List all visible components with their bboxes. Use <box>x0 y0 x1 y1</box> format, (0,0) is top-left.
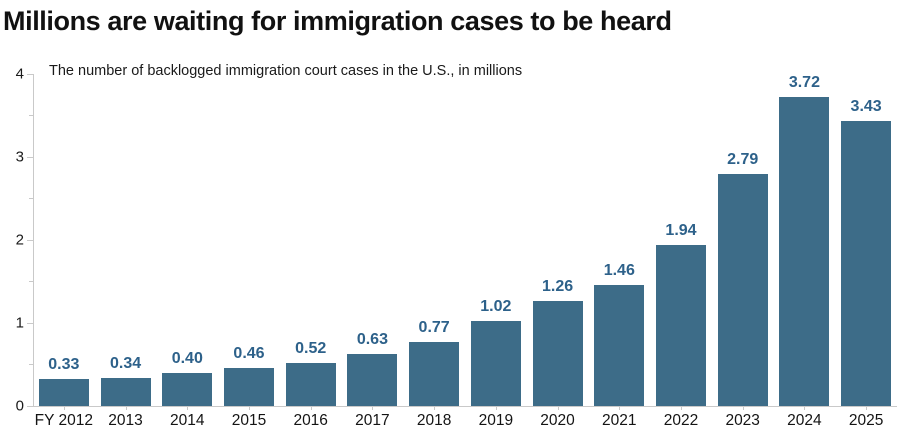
x-axis-label: FY 2012 <box>34 412 94 429</box>
bar <box>779 97 830 406</box>
y-tick-major <box>27 322 33 324</box>
bar-slot: 0.52 2016 <box>280 74 342 428</box>
y-tick-major <box>27 239 33 241</box>
bar <box>532 301 583 406</box>
bar-slot: 0.46 2015 <box>218 74 280 428</box>
y-tick-major <box>27 156 33 158</box>
y-tick-label: 3 <box>15 148 24 166</box>
bar-slot: 3.72 2024 <box>774 74 836 428</box>
bar-slot: 0.34 2013 <box>95 74 157 428</box>
y-tick-label: 1 <box>15 314 24 332</box>
bar <box>38 378 89 406</box>
bar-slot: 0.40 2014 <box>156 74 218 428</box>
x-tick <box>434 406 436 410</box>
bar-slot: 1.02 2019 <box>465 74 527 428</box>
bar-value-label: 2.79 <box>727 151 759 169</box>
x-tick <box>372 406 374 410</box>
plot-area: 0 1 2 3 4 0.33 FY 2012 0.34 2013 0.40 2014 0.46 2015… <box>16 67 897 428</box>
bar <box>223 367 274 406</box>
x-axis-label: 2019 <box>478 412 514 429</box>
bar-slot: 2.79 2023 <box>712 74 774 428</box>
bar <box>594 284 645 406</box>
bar <box>841 121 892 406</box>
y-tick-minor <box>29 198 33 199</box>
x-axis-label: 2014 <box>170 412 205 429</box>
x-tick <box>680 406 682 410</box>
x-tick <box>557 406 559 410</box>
chart-subtitle: The number of backlogged immigration cou… <box>49 63 523 79</box>
bar <box>655 244 706 406</box>
bar-value-label: 1.46 <box>603 261 635 279</box>
y-tick-minor <box>29 364 33 365</box>
bar-slot: 1.26 2020 <box>527 74 589 428</box>
x-axis-baseline <box>33 406 897 407</box>
bar <box>409 342 460 406</box>
x-axis-label: 2016 <box>293 412 328 429</box>
x-axis-label: 2017 <box>355 412 390 429</box>
bar-value-label: 0.63 <box>356 330 388 348</box>
bar <box>100 377 151 406</box>
x-axis-label: 2021 <box>602 412 637 429</box>
bar <box>285 362 336 406</box>
x-axis-label: 2025 <box>848 412 884 429</box>
x-axis-label: 2018 <box>416 412 452 429</box>
bar-value-label: 0.46 <box>233 344 265 362</box>
x-tick <box>742 406 744 410</box>
bar-value-label: 1.94 <box>665 221 697 239</box>
bar-slot: 0.33 FY 2012 <box>33 74 95 428</box>
bar-value-label: 0.33 <box>48 355 80 373</box>
bar-value-label: 0.40 <box>171 349 203 367</box>
bar-value-label: 1.26 <box>541 278 574 296</box>
bar <box>162 372 213 406</box>
bar-value-label: 3.43 <box>850 98 882 116</box>
x-axis-label: 2013 <box>108 412 143 429</box>
x-tick <box>248 406 250 410</box>
y-tick-minor <box>29 115 33 116</box>
x-tick <box>495 406 497 410</box>
x-tick <box>125 406 127 410</box>
x-tick <box>310 406 312 410</box>
bar <box>347 353 398 406</box>
bar-slot: 0.63 2017 <box>342 74 404 428</box>
x-tick <box>63 406 65 410</box>
y-axis-line <box>33 74 34 406</box>
bar-value-label: 0.34 <box>109 354 142 372</box>
x-tick <box>804 406 806 410</box>
page-title: Millions are waiting for immigration cas… <box>3 6 672 36</box>
bar-value-label: 3.72 <box>788 74 820 92</box>
bar-value-label: 1.02 <box>480 298 512 316</box>
x-tick <box>619 406 621 410</box>
y-tick-minor <box>29 281 33 282</box>
y-tick-label: 4 <box>15 65 24 83</box>
bar-slot: 1.46 2021 <box>588 74 650 428</box>
bar <box>717 174 768 406</box>
y-tick-major <box>27 73 33 75</box>
bar-slot: 1.94 2022 <box>650 74 712 428</box>
x-axis-label: 2015 <box>231 412 267 429</box>
x-axis-label: 2024 <box>787 412 822 429</box>
x-tick <box>187 406 189 410</box>
x-tick <box>866 406 868 410</box>
bar-value-label: 0.52 <box>295 339 327 357</box>
bar-value-label: 0.77 <box>418 319 450 337</box>
y-tick-major <box>27 405 33 407</box>
x-axis-label: 2020 <box>540 412 575 429</box>
bar-slot: 0.77 2018 <box>403 74 465 428</box>
y-tick-label: 0 <box>15 397 24 415</box>
x-axis-label: 2023 <box>725 412 760 429</box>
y-tick-label: 2 <box>15 231 24 249</box>
bar <box>470 321 521 406</box>
x-axis-label: 2022 <box>663 412 699 429</box>
bar-slot: 3.43 2025 <box>835 74 897 428</box>
